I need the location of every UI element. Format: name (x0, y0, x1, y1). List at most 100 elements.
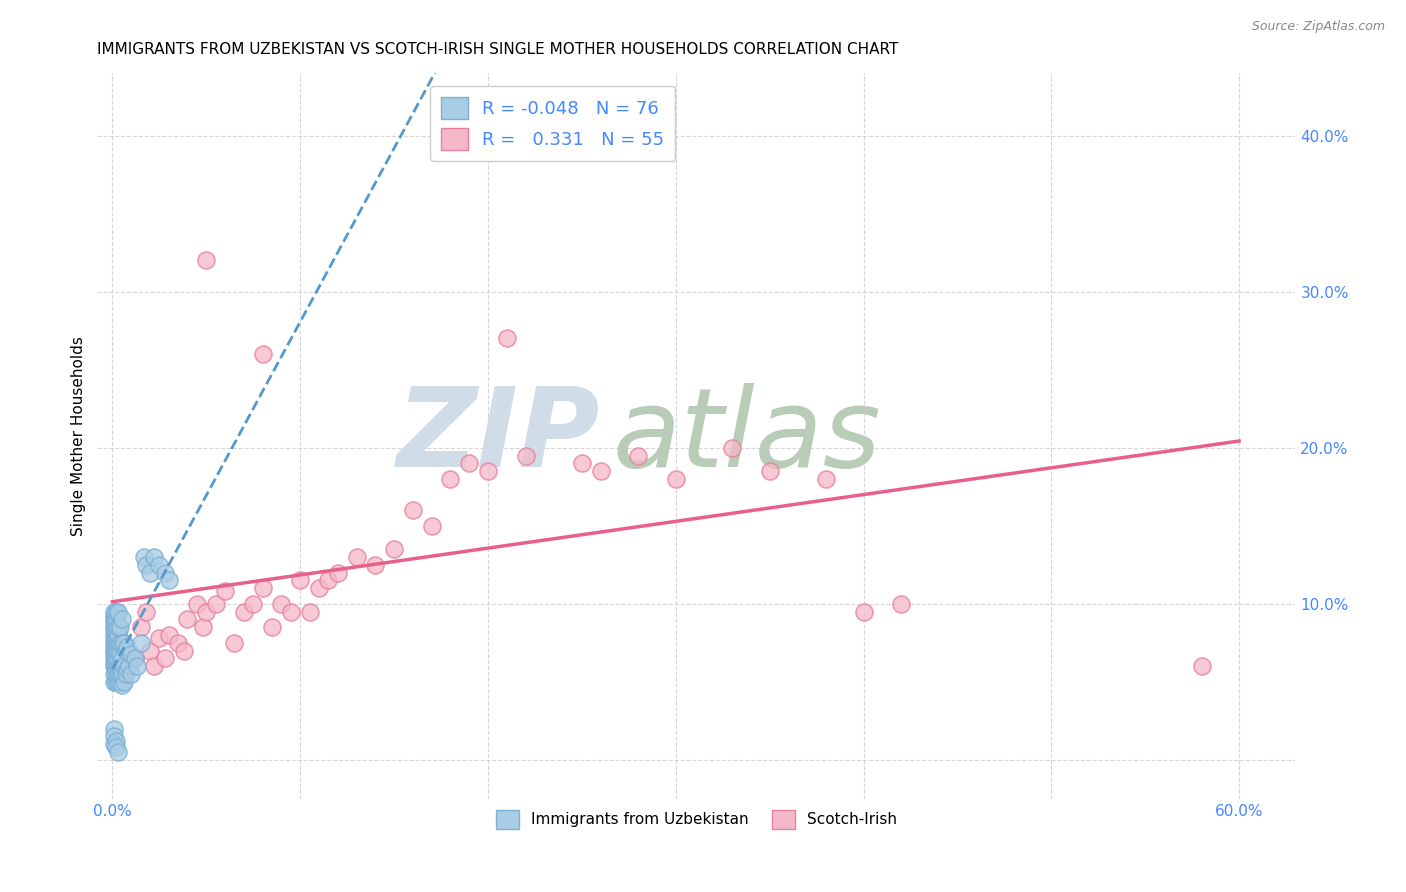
Point (382, 542, 405, 557)
Point (195, 253, 218, 268)
Point (139, 566, 162, 580)
Point (135, 605, 157, 619)
Point (852, 605, 875, 619)
Point (118, 659, 141, 673)
Point (495, 331, 517, 345)
Point (326, 566, 349, 580)
Point (142, 659, 165, 673)
Point (105, 605, 128, 619)
Point (103, 643, 125, 657)
Point (114, 640, 136, 655)
Point (439, 472, 461, 486)
Point (105, 643, 128, 657)
Point (627, 449, 650, 463)
Point (103, 615, 125, 630)
Point (114, 643, 136, 657)
Point (260, 620, 283, 634)
Point (105, 662, 128, 676)
Point (298, 605, 321, 619)
Point (105, 620, 128, 634)
Point (103, 656, 125, 670)
Point (111, 612, 134, 626)
Point (758, 464, 780, 478)
Point (665, 472, 688, 486)
Point (111, 636, 134, 650)
Point (120, 647, 142, 661)
Point (148, 631, 170, 645)
Point (477, 464, 499, 478)
Point (252, 347, 274, 361)
Point (103, 730, 125, 744)
Point (103, 737, 125, 751)
Point (105, 640, 128, 655)
Point (120, 647, 142, 661)
Point (270, 597, 292, 611)
Point (721, 441, 744, 455)
Point (191, 620, 214, 634)
Point (142, 549, 165, 564)
Point (105, 612, 128, 626)
Point (103, 620, 125, 634)
Point (108, 674, 131, 689)
Legend: Immigrants from Uzbekistan, Scotch-Irish: Immigrants from Uzbekistan, Scotch-Irish (489, 804, 903, 835)
Point (103, 722, 125, 736)
Point (103, 609, 125, 624)
Text: IMMIGRANTS FROM UZBEKISTAN VS SCOTCH-IRISH SINGLE MOTHER HOUSEHOLDS CORRELATION : IMMIGRANTS FROM UZBEKISTAN VS SCOTCH-IRI… (97, 42, 898, 57)
Point (103, 612, 125, 626)
Point (125, 659, 148, 673)
Point (107, 667, 129, 681)
Point (105, 656, 128, 670)
Point (129, 620, 152, 634)
Point (173, 643, 195, 657)
Point (107, 674, 129, 689)
Point (103, 605, 125, 619)
Point (153, 566, 176, 580)
Point (402, 503, 425, 517)
Point (515, 449, 537, 463)
Point (103, 647, 125, 661)
Point (167, 636, 190, 650)
Point (242, 597, 264, 611)
Point (111, 667, 134, 681)
Point (232, 605, 254, 619)
Text: ZIP: ZIP (396, 383, 600, 490)
Point (105, 631, 128, 645)
Point (153, 651, 176, 665)
Point (105, 674, 128, 689)
Point (103, 659, 125, 673)
Point (103, 667, 125, 681)
Point (364, 558, 387, 572)
Point (107, 636, 129, 650)
Point (129, 636, 152, 650)
Point (105, 636, 128, 650)
Point (105, 612, 128, 626)
Point (346, 549, 368, 564)
Point (105, 624, 128, 639)
Point (458, 456, 481, 470)
Point (107, 651, 129, 665)
Point (224, 636, 246, 650)
Point (814, 472, 837, 486)
Point (890, 597, 912, 611)
Point (107, 605, 129, 619)
Point (134, 549, 156, 564)
Point (103, 624, 125, 638)
Text: atlas: atlas (613, 383, 882, 490)
Point (107, 745, 129, 759)
Point (120, 667, 142, 681)
Point (157, 628, 180, 642)
Point (105, 740, 128, 755)
Point (124, 651, 146, 665)
Point (571, 456, 593, 470)
Point (105, 667, 128, 681)
Point (107, 620, 129, 634)
Point (111, 678, 134, 692)
Point (124, 651, 146, 665)
Point (111, 651, 134, 665)
Point (308, 581, 330, 595)
Point (107, 628, 129, 642)
Point (108, 636, 131, 650)
Point (107, 624, 129, 639)
Point (318, 574, 340, 588)
Point (589, 464, 612, 478)
